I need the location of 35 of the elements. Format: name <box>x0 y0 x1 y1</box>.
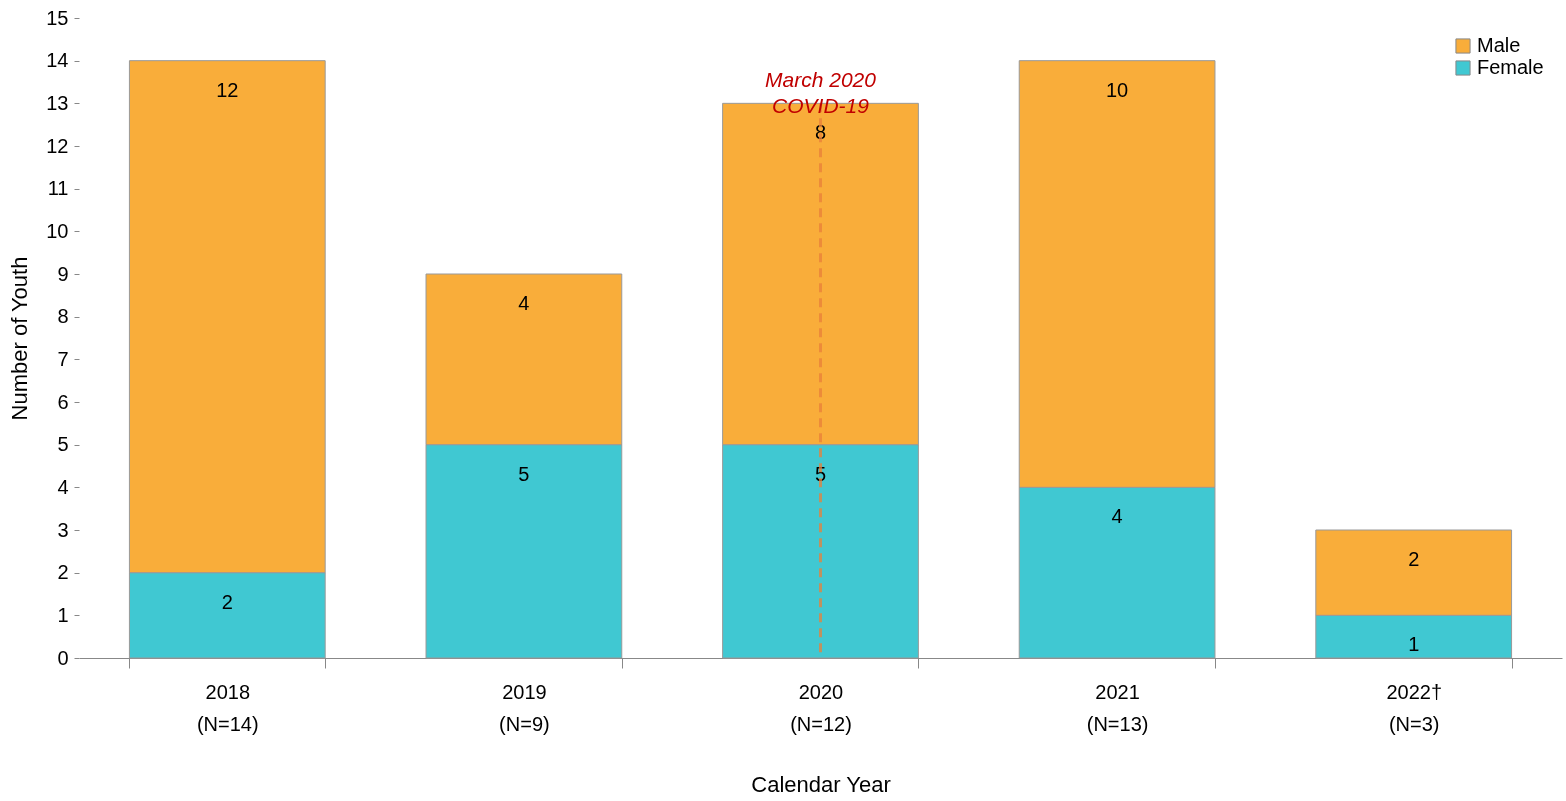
data-label: 8 <box>814 121 827 144</box>
data-label: 4 <box>1111 505 1123 528</box>
data-label: 12 <box>216 78 239 101</box>
x-axis-title: Calendar Year <box>751 771 891 797</box>
y-tick-label: 10 <box>46 219 69 242</box>
y-tick-label: 14 <box>46 49 69 72</box>
y-tick-label: 9 <box>57 262 69 285</box>
x-tick-label: 2019 (N=9) <box>499 680 550 735</box>
data-label: 4 <box>518 292 530 314</box>
y-tick-label: 3 <box>57 518 69 541</box>
legend-label: Female <box>1477 56 1544 78</box>
y-tick-label: 15 <box>46 6 69 29</box>
y-tick-label: 2 <box>57 561 69 584</box>
data-label: 10 <box>1105 78 1129 101</box>
y-tick-label: 1 <box>57 603 69 626</box>
y-tick-label: 11 <box>47 177 69 200</box>
y-tick-label: 13 <box>46 91 69 114</box>
y-tick-label: 8 <box>57 305 69 328</box>
y-tick-label: 7 <box>57 347 69 370</box>
legend-label: Male <box>1477 34 1521 56</box>
y-tick-label: 12 <box>46 134 69 157</box>
y-tick-label: 5 <box>57 433 69 456</box>
data-label: 2 <box>221 590 233 613</box>
x-tick-label: 2018 (N=14) <box>196 680 259 735</box>
data-label: 5 <box>814 462 827 485</box>
data-label: 2 <box>1408 548 1420 570</box>
x-tick-label: 2020 (N=12) <box>790 680 852 735</box>
x-tick-label: 2021 (N=13) <box>1086 680 1149 735</box>
data-label: 5 <box>518 462 530 485</box>
y-tick-label: 4 <box>57 475 69 498</box>
x-tick-label: 2022† (N=3) <box>1386 680 1443 735</box>
data-label: 1 <box>1408 633 1420 656</box>
y-tick-label: 6 <box>57 390 69 413</box>
y-tick-label: 0 <box>57 646 69 669</box>
y-axis-title: Number of Youth <box>7 256 33 421</box>
